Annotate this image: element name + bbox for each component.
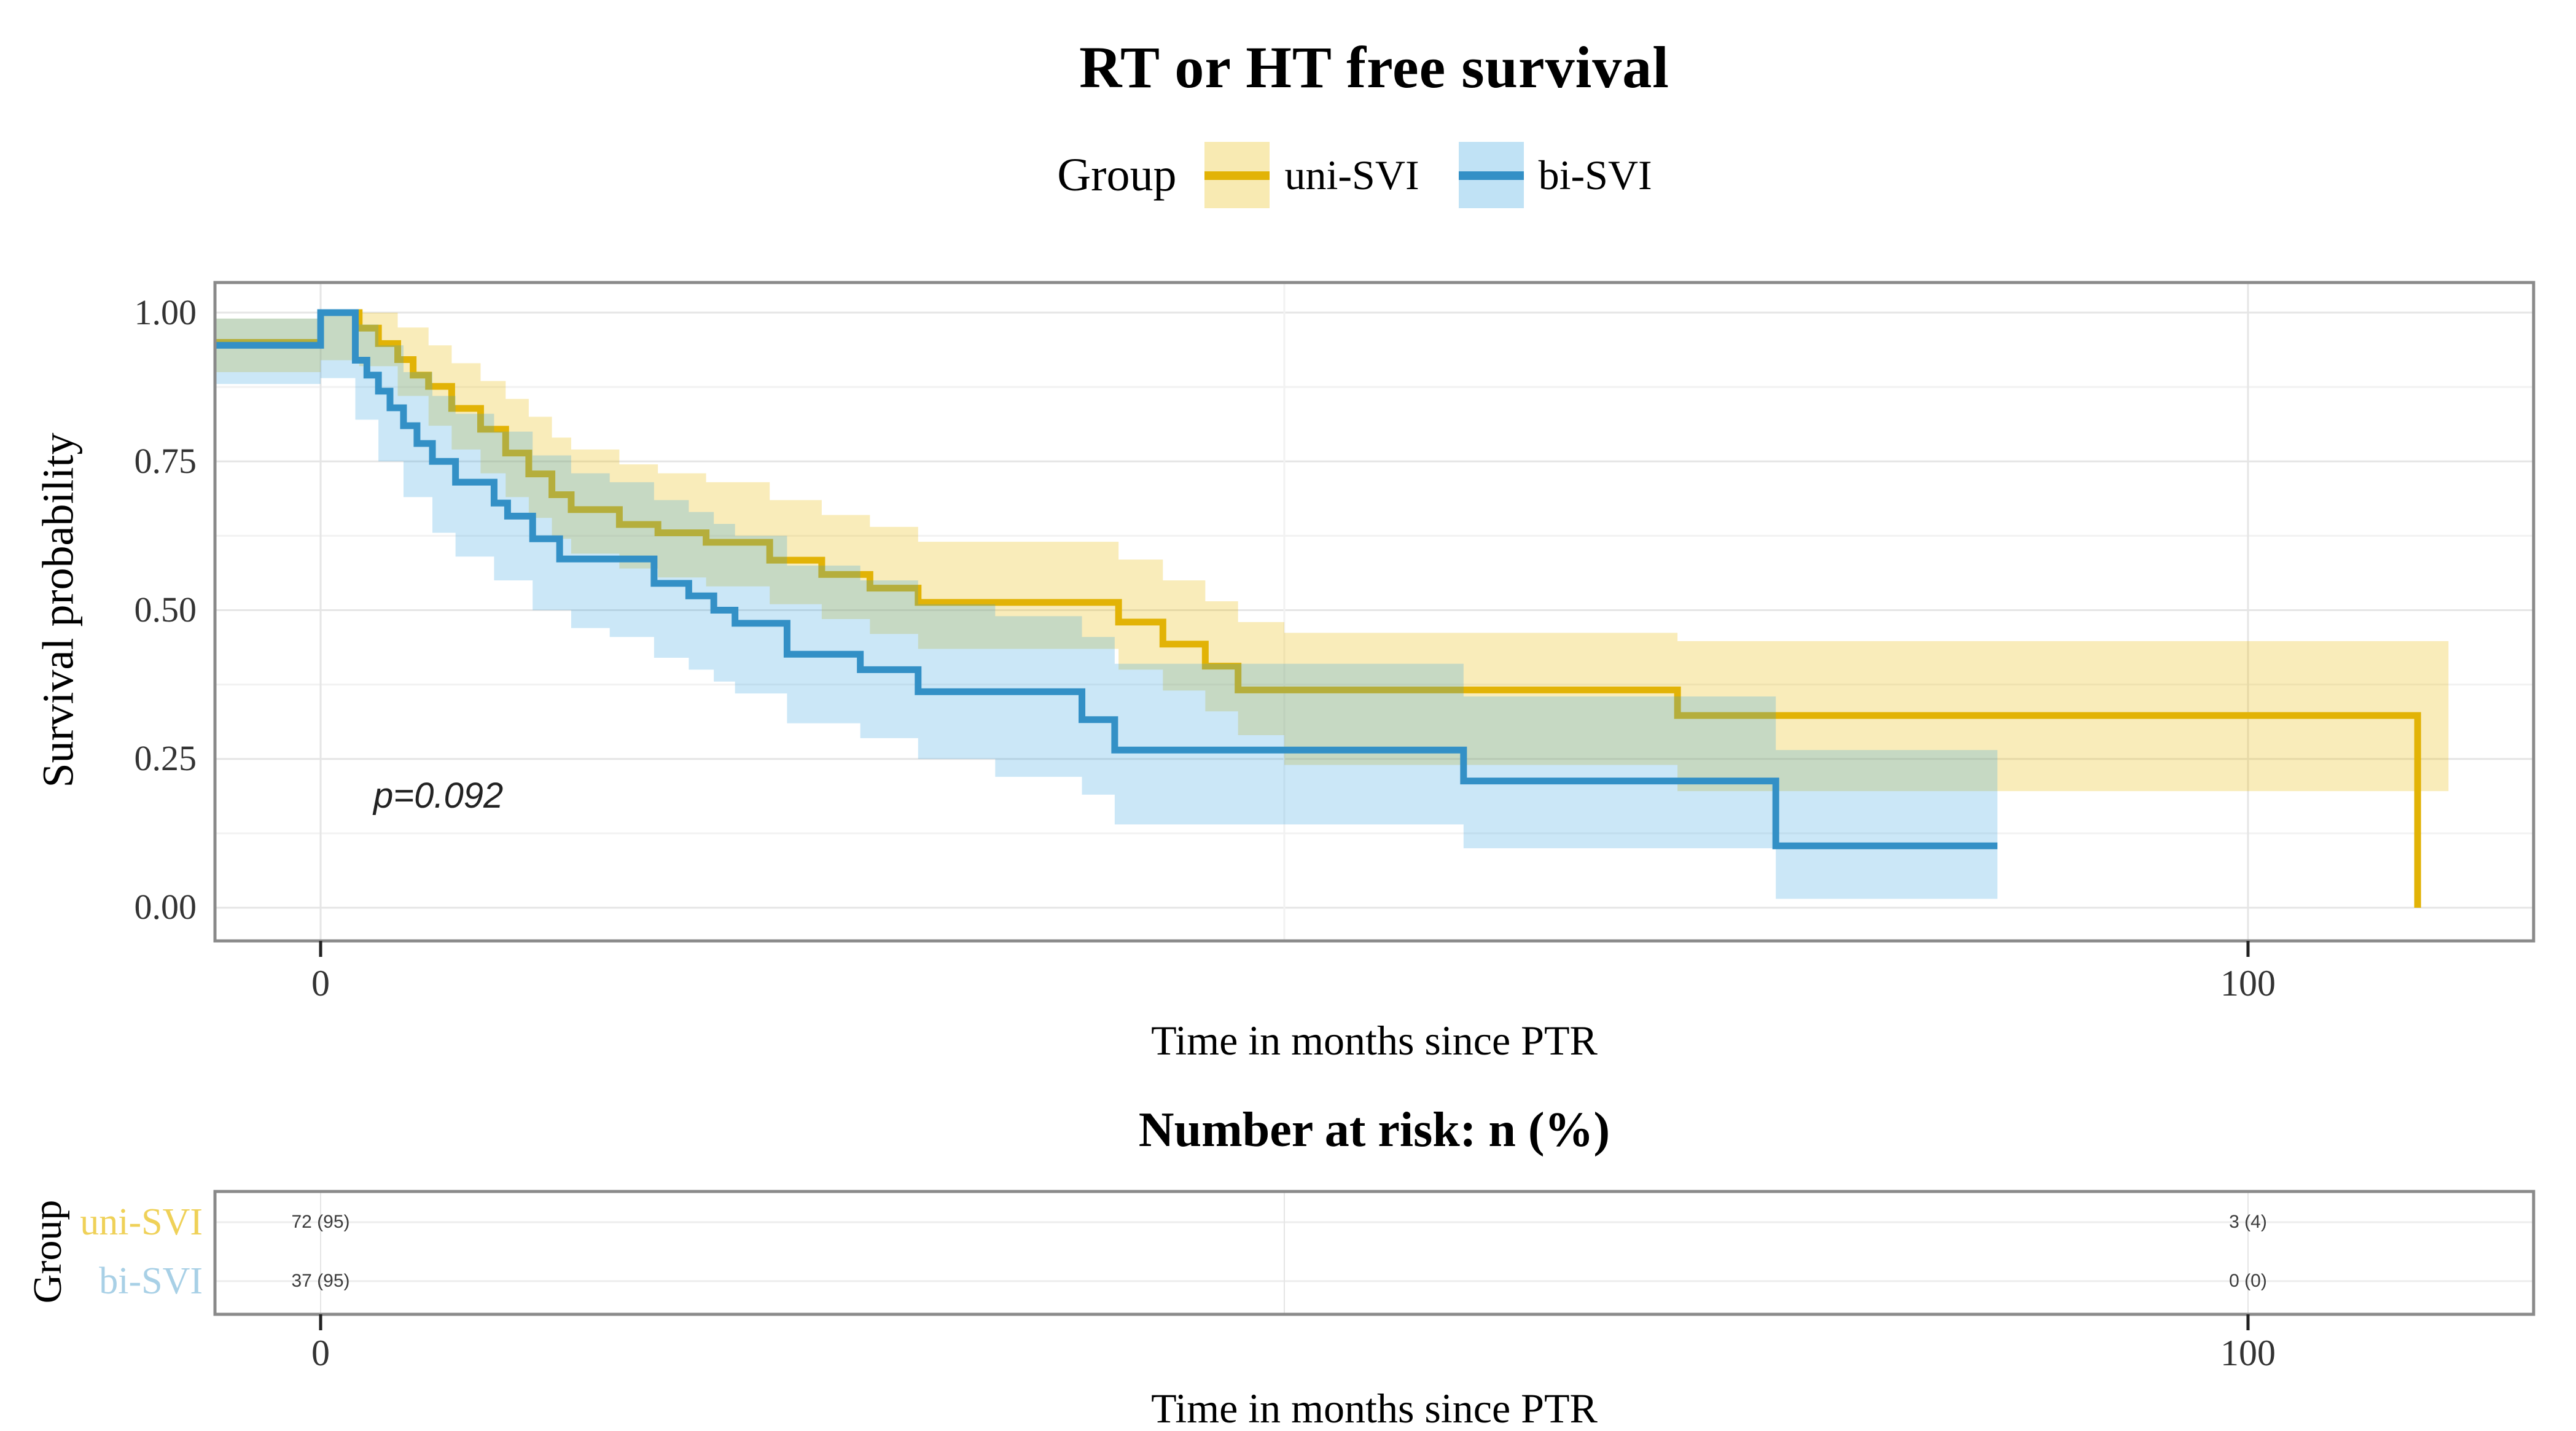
risk-x-axis-title: Time in months since PTR: [1151, 1385, 1598, 1431]
legend-key-uni-svi[interactable]: [1204, 142, 1270, 208]
x-axis-title: Time in months since PTR: [1151, 1017, 1598, 1064]
risk-row-label-bi-svi: bi-SVI: [99, 1260, 203, 1302]
risk-x-tick-label-0: 0: [311, 1333, 330, 1373]
risk-value-uni-t0: 72 (95): [291, 1212, 350, 1232]
main-panel-border: [213, 281, 2535, 943]
bi-svi-curve: [215, 309, 1998, 849]
legend: Group uni-SVI bi-SVI: [215, 138, 2534, 212]
legend-label-uni-svi[interactable]: uni-SVI: [1284, 151, 1419, 198]
y-tick-label-025: 0.25: [134, 738, 197, 778]
y-tick-label-050: 0.50: [134, 590, 197, 630]
legend-key-bi-svi[interactable]: [1458, 142, 1524, 208]
uni-svi-line-swatch-icon: [1204, 171, 1270, 180]
y-tick-label-075: 0.75: [134, 441, 197, 481]
x-tick-label-100: 100: [2220, 963, 2276, 1004]
legend-title: Group: [1057, 149, 1177, 201]
risk-x-tick-label-100: 100: [2220, 1333, 2276, 1373]
y-tick-label-100: 1.00: [134, 292, 197, 332]
risk-value-uni-t100: 3 (4): [2229, 1212, 2267, 1232]
legend-label-bi-svi[interactable]: bi-SVI: [1538, 151, 1652, 198]
bi-svi-line-swatch-icon: [1458, 171, 1524, 180]
risk-table-y-axis-title: Group: [25, 1199, 70, 1304]
risk-panel-border: [213, 1190, 2535, 1316]
curves-layer: [215, 309, 2449, 908]
risk-value-bi-t100: 0 (0): [2229, 1271, 2267, 1291]
x-tick-label-0: 0: [311, 963, 330, 1004]
bi-svi-confidence-band: [215, 313, 1998, 899]
uni-svi-confidence-band: [215, 313, 2449, 792]
risk-table-title: Number at risk: n (%): [1138, 1103, 1610, 1157]
risk-row-label-uni-svi: uni-SVI: [80, 1201, 203, 1243]
y-tick-label-000: 0.00: [134, 887, 197, 927]
uni-svi-curve: [215, 309, 2421, 908]
chart-title: RT or HT free survival: [1079, 34, 1669, 100]
pvalue-annotation: p=0.092: [373, 776, 504, 816]
risk-value-bi-t0: 37 (95): [291, 1271, 350, 1291]
